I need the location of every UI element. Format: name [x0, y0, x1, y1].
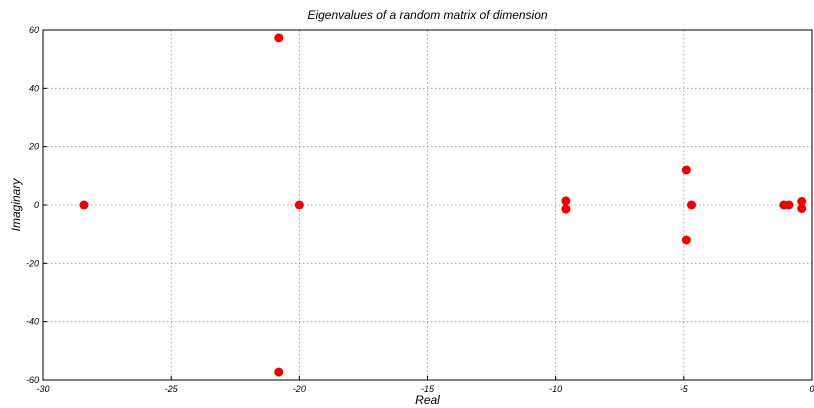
- eigenvalue-point: [274, 33, 284, 43]
- eigenvalue-point: [797, 197, 807, 206]
- grid: [43, 30, 812, 380]
- eigenvalue-point: [561, 204, 571, 214]
- eigenvalue-point: [294, 200, 304, 210]
- x-tick-label: 0: [809, 384, 814, 394]
- y-tick-label: 60: [29, 25, 39, 35]
- eigenvalue-point: [681, 235, 691, 245]
- x-tick-label: -20: [293, 384, 306, 394]
- y-tick-label: -40: [26, 317, 39, 327]
- tick-labels: -30 -25 -20 -15 -10 -5 0 -60 -40 -20 0 20 40 60: [26, 25, 814, 394]
- eigenvalue-point: [274, 367, 284, 377]
- y-tick-label: 0: [34, 200, 39, 210]
- y-tick-label: 40: [29, 83, 39, 93]
- data-points: [79, 33, 807, 377]
- x-tick-label: -10: [549, 384, 562, 394]
- y-axis-label: Imaginary: [9, 178, 23, 232]
- x-tick-label: -15: [421, 384, 435, 394]
- eigenvalue-point: [797, 204, 807, 213]
- y-tick-label: 20: [28, 142, 39, 152]
- x-axis-label: Real: [415, 393, 440, 407]
- eigenvalue-point: [561, 196, 571, 206]
- x-tick-label: -30: [36, 384, 49, 394]
- eigenvalue-point: [79, 200, 89, 210]
- eigenvalue-point: [784, 200, 794, 210]
- chart-title: Eigenvalues of a random matrix of dimens…: [307, 8, 547, 22]
- y-tick-label: -20: [26, 258, 39, 268]
- eigenvalue-point: [681, 165, 691, 175]
- eigenvalue-point: [687, 200, 697, 210]
- x-tick-label: -25: [165, 384, 179, 394]
- y-tick-label: -60: [26, 375, 39, 385]
- x-tick-label: -5: [680, 384, 689, 394]
